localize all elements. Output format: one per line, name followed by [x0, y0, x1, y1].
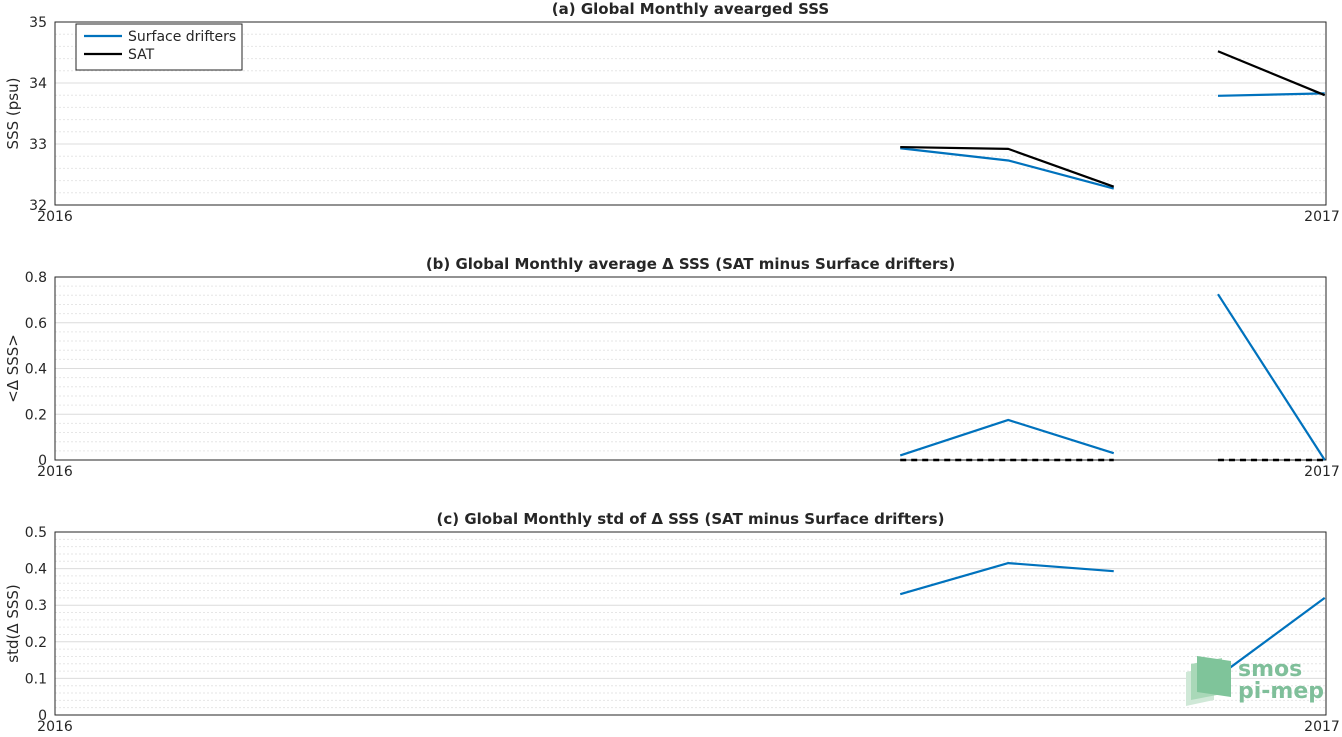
chart-title: (a) Global Monthly avearged SSS — [552, 0, 829, 18]
axes-box — [54, 21, 1327, 206]
series-line-2 — [900, 145, 1115, 188]
panel-2: 0 0.2 0.4 0.6 0.8 2016 2017 (b) Global Monthly … — [4, 255, 1340, 480]
y-axis-label: <Δ SSS> — [4, 334, 22, 403]
y-axis-label: std(Δ SSS) — [4, 584, 22, 663]
chart-title: (c) Global Monthly std of Δ SSS (SAT min… — [437, 510, 945, 528]
smos-pi-mep-logo: smos pi-mep — [1186, 656, 1324, 706]
x-tick-label: 2016 — [37, 719, 73, 735]
series-line-1 — [900, 147, 1115, 190]
x-tick-label: 2017 — [1304, 209, 1340, 225]
x-tick-label: 2017 — [1304, 719, 1340, 735]
series-line-1 — [1217, 92, 1325, 97]
logo-text-line2: pi-mep — [1238, 679, 1324, 704]
axes-box — [54, 531, 1327, 716]
y-tick-label: 32 — [29, 198, 47, 214]
series-line-1 — [899, 418, 1115, 457]
y-tick-label: 0.4 — [25, 362, 47, 378]
x-tick-label: 2017 — [1304, 464, 1340, 480]
legend-box — [75, 23, 243, 71]
logo-mark-icon — [1186, 656, 1231, 706]
y-tick-label: 0.3 — [25, 598, 47, 614]
logo-text-line1: smos — [1238, 657, 1302, 682]
series-line-1 — [899, 562, 1114, 596]
y-tick-label: 0.2 — [25, 407, 47, 423]
y-tick-label: 34 — [29, 76, 47, 92]
y-tick-label: 0 — [38, 453, 47, 469]
y-tick-label: 0.2 — [25, 635, 47, 651]
series-line-2 — [1217, 50, 1326, 97]
chart-title: (b) Global Monthly average Δ SSS (SAT mi… — [426, 255, 955, 273]
panel-3: 0 0.1 0.2 0.3 0.4 0.5 2016 2017 (c) Global Month… — [4, 510, 1340, 735]
y-tick-label: 0.8 — [25, 270, 47, 286]
legend: Surface drifters SAT — [75, 23, 243, 71]
y-tick-label: 0.5 — [25, 525, 47, 541]
y-tick-label: 0.1 — [25, 671, 47, 687]
y-tick-label: 35 — [29, 15, 47, 31]
legend-entry: Surface drifters — [128, 29, 236, 45]
series-line-1 — [1217, 293, 1326, 461]
y-tick-label: 0.4 — [25, 562, 47, 578]
axes-box — [54, 276, 1327, 461]
x-tick-label: 2016 — [37, 464, 73, 480]
legend-entry: SAT — [128, 47, 155, 63]
x-tick-label: 2016 — [37, 209, 73, 225]
y-tick-label: 0.6 — [25, 316, 47, 332]
y-tick-label: 0 — [38, 708, 47, 724]
y-axis-label: SSS (psu) — [4, 78, 22, 150]
series-line-1 — [1217, 596, 1326, 678]
y-tick-label: 33 — [29, 137, 47, 153]
panel-1: 32 33 34 35 2016 2017 (a) Global Monthly avear… — [4, 0, 1340, 225]
